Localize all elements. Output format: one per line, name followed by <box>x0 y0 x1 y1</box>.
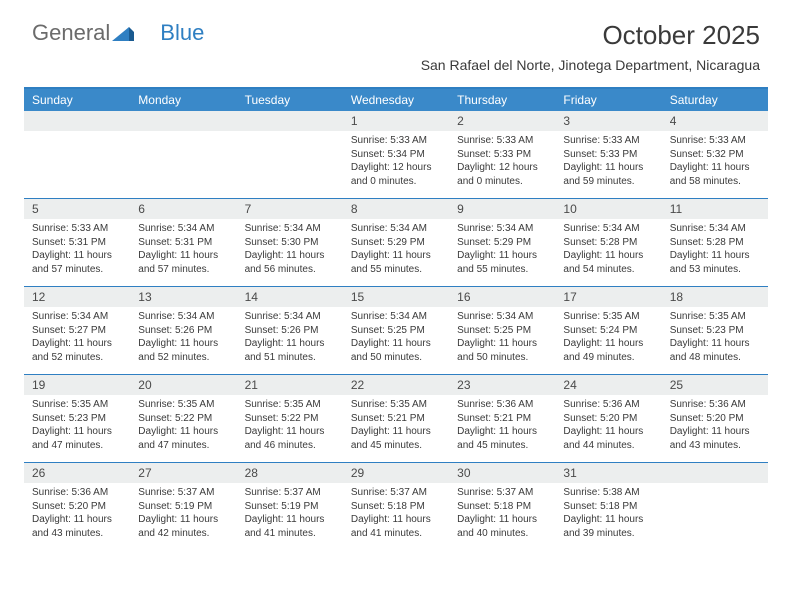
header: General Blue October 2025 San Rafael del… <box>0 0 792 77</box>
day-body: Sunrise: 5:33 AMSunset: 5:32 PMDaylight:… <box>662 131 768 198</box>
dow-cell: Monday <box>130 89 236 111</box>
day-number: 14 <box>237 287 343 307</box>
day-body: Sunrise: 5:38 AMSunset: 5:18 PMDaylight:… <box>555 483 661 550</box>
dow-cell: Thursday <box>449 89 555 111</box>
logo: General Blue <box>32 20 204 46</box>
calendar: SundayMondayTuesdayWednesdayThursdayFrid… <box>24 87 768 550</box>
day-number: 22 <box>343 375 449 395</box>
day-number: 4 <box>662 111 768 131</box>
day-body: Sunrise: 5:34 AMSunset: 5:27 PMDaylight:… <box>24 307 130 374</box>
dow-cell: Friday <box>555 89 661 111</box>
day-number-row: 12131415161718 <box>24 287 768 307</box>
day-body <box>662 483 768 550</box>
day-body: Sunrise: 5:35 AMSunset: 5:22 PMDaylight:… <box>237 395 343 462</box>
day-number: 23 <box>449 375 555 395</box>
day-number: 26 <box>24 463 130 483</box>
day-body: Sunrise: 5:33 AMSunset: 5:33 PMDaylight:… <box>449 131 555 198</box>
weeks-container: 1234Sunrise: 5:33 AMSunset: 5:34 PMDayli… <box>24 111 768 550</box>
day-body <box>237 131 343 198</box>
day-body: Sunrise: 5:35 AMSunset: 5:24 PMDaylight:… <box>555 307 661 374</box>
day-number-row: 19202122232425 <box>24 375 768 395</box>
day-number: 18 <box>662 287 768 307</box>
day-of-week-header: SundayMondayTuesdayWednesdayThursdayFrid… <box>24 89 768 111</box>
day-body: Sunrise: 5:34 AMSunset: 5:31 PMDaylight:… <box>130 219 236 286</box>
day-body: Sunrise: 5:35 AMSunset: 5:23 PMDaylight:… <box>24 395 130 462</box>
day-number: 15 <box>343 287 449 307</box>
day-body: Sunrise: 5:36 AMSunset: 5:20 PMDaylight:… <box>24 483 130 550</box>
day-number: 8 <box>343 199 449 219</box>
day-body-row: Sunrise: 5:33 AMSunset: 5:31 PMDaylight:… <box>24 219 768 286</box>
day-number: 3 <box>555 111 661 131</box>
day-body: Sunrise: 5:33 AMSunset: 5:33 PMDaylight:… <box>555 131 661 198</box>
day-body-row: Sunrise: 5:34 AMSunset: 5:27 PMDaylight:… <box>24 307 768 374</box>
day-number-row: 262728293031 <box>24 463 768 483</box>
day-number-row: 567891011 <box>24 199 768 219</box>
day-number: 29 <box>343 463 449 483</box>
logo-text-general: General <box>32 20 110 46</box>
day-number <box>237 111 343 131</box>
day-number: 6 <box>130 199 236 219</box>
day-body: Sunrise: 5:35 AMSunset: 5:21 PMDaylight:… <box>343 395 449 462</box>
day-body: Sunrise: 5:34 AMSunset: 5:29 PMDaylight:… <box>449 219 555 286</box>
day-body-row: Sunrise: 5:33 AMSunset: 5:34 PMDaylight:… <box>24 131 768 198</box>
day-number: 16 <box>449 287 555 307</box>
logo-text-blue: Blue <box>160 20 204 46</box>
location: San Rafael del Norte, Jinotega Departmen… <box>421 57 760 73</box>
day-body: Sunrise: 5:36 AMSunset: 5:21 PMDaylight:… <box>449 395 555 462</box>
day-number: 19 <box>24 375 130 395</box>
day-body-row: Sunrise: 5:35 AMSunset: 5:23 PMDaylight:… <box>24 395 768 462</box>
logo-triangle-icon <box>112 21 134 37</box>
day-number: 17 <box>555 287 661 307</box>
day-number: 1 <box>343 111 449 131</box>
day-number: 2 <box>449 111 555 131</box>
day-body: Sunrise: 5:34 AMSunset: 5:25 PMDaylight:… <box>343 307 449 374</box>
day-number-row: 1234 <box>24 111 768 131</box>
day-number <box>24 111 130 131</box>
day-body: Sunrise: 5:35 AMSunset: 5:23 PMDaylight:… <box>662 307 768 374</box>
day-number: 5 <box>24 199 130 219</box>
dow-cell: Wednesday <box>343 89 449 111</box>
day-body: Sunrise: 5:34 AMSunset: 5:25 PMDaylight:… <box>449 307 555 374</box>
day-body: Sunrise: 5:34 AMSunset: 5:26 PMDaylight:… <box>130 307 236 374</box>
day-number: 13 <box>130 287 236 307</box>
day-body: Sunrise: 5:35 AMSunset: 5:22 PMDaylight:… <box>130 395 236 462</box>
day-number: 24 <box>555 375 661 395</box>
day-number: 10 <box>555 199 661 219</box>
day-body: Sunrise: 5:37 AMSunset: 5:19 PMDaylight:… <box>130 483 236 550</box>
day-body-row: Sunrise: 5:36 AMSunset: 5:20 PMDaylight:… <box>24 483 768 550</box>
day-number: 20 <box>130 375 236 395</box>
day-number: 12 <box>24 287 130 307</box>
dow-cell: Tuesday <box>237 89 343 111</box>
day-body: Sunrise: 5:34 AMSunset: 5:28 PMDaylight:… <box>555 219 661 286</box>
day-body: Sunrise: 5:34 AMSunset: 5:28 PMDaylight:… <box>662 219 768 286</box>
day-number: 28 <box>237 463 343 483</box>
day-number: 21 <box>237 375 343 395</box>
day-body: Sunrise: 5:33 AMSunset: 5:34 PMDaylight:… <box>343 131 449 198</box>
day-body: Sunrise: 5:34 AMSunset: 5:26 PMDaylight:… <box>237 307 343 374</box>
day-body: Sunrise: 5:36 AMSunset: 5:20 PMDaylight:… <box>662 395 768 462</box>
day-number: 7 <box>237 199 343 219</box>
day-number: 27 <box>130 463 236 483</box>
day-body: Sunrise: 5:37 AMSunset: 5:18 PMDaylight:… <box>449 483 555 550</box>
day-number: 25 <box>662 375 768 395</box>
month-title: October 2025 <box>421 20 760 51</box>
day-number: 9 <box>449 199 555 219</box>
day-body <box>24 131 130 198</box>
day-body: Sunrise: 5:37 AMSunset: 5:18 PMDaylight:… <box>343 483 449 550</box>
day-body: Sunrise: 5:34 AMSunset: 5:29 PMDaylight:… <box>343 219 449 286</box>
day-number: 11 <box>662 199 768 219</box>
day-number: 31 <box>555 463 661 483</box>
day-body: Sunrise: 5:36 AMSunset: 5:20 PMDaylight:… <box>555 395 661 462</box>
day-body: Sunrise: 5:37 AMSunset: 5:19 PMDaylight:… <box>237 483 343 550</box>
day-body <box>130 131 236 198</box>
dow-cell: Sunday <box>24 89 130 111</box>
day-number <box>130 111 236 131</box>
day-body: Sunrise: 5:33 AMSunset: 5:31 PMDaylight:… <box>24 219 130 286</box>
day-number: 30 <box>449 463 555 483</box>
title-block: October 2025 San Rafael del Norte, Jinot… <box>421 20 760 73</box>
day-body: Sunrise: 5:34 AMSunset: 5:30 PMDaylight:… <box>237 219 343 286</box>
day-number <box>662 463 768 483</box>
dow-cell: Saturday <box>662 89 768 111</box>
